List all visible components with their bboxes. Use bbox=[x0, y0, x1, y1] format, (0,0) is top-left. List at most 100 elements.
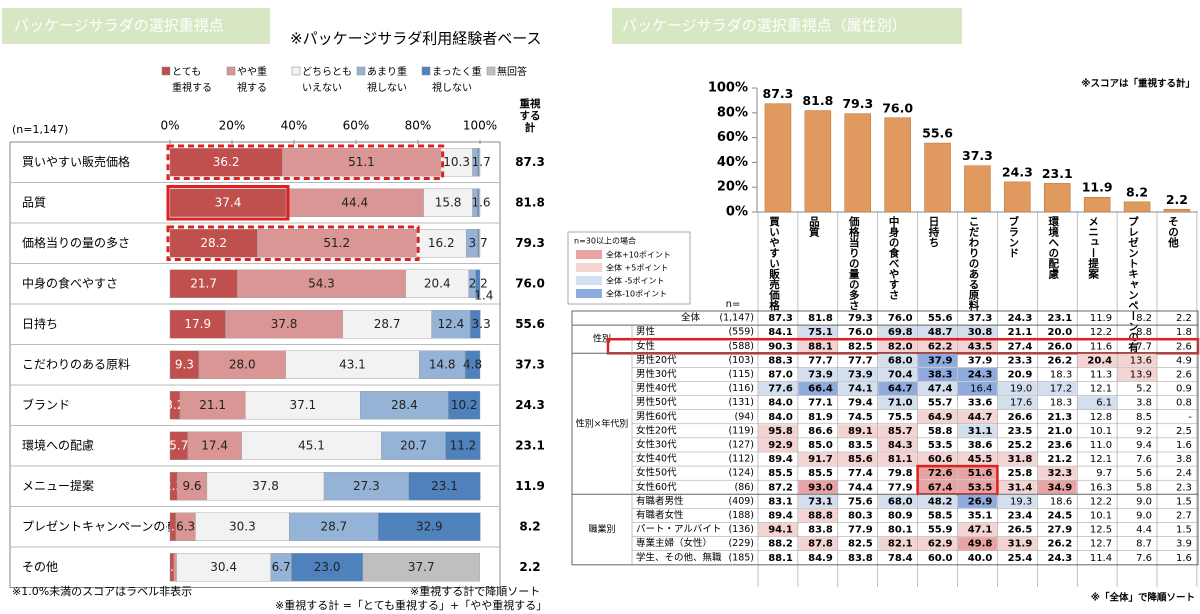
heat-cell bbox=[958, 325, 997, 339]
bar-segment bbox=[478, 148, 481, 177]
row-n: (229) bbox=[728, 538, 754, 549]
cell-value: 17.2 bbox=[1050, 384, 1072, 395]
category-label: プレゼントキャンペーンの有無 bbox=[22, 518, 189, 533]
value-label: 10.2 bbox=[451, 398, 478, 412]
cell-value: 75.1 bbox=[808, 327, 833, 338]
highlight-box bbox=[166, 144, 445, 180]
total-value: 24.3 bbox=[515, 398, 545, 412]
cell-value: 84.1 bbox=[768, 327, 793, 338]
legend-label: やや重視する bbox=[237, 65, 267, 94]
note: ※「全体」で降順ソート bbox=[1091, 592, 1195, 604]
n-header: n= bbox=[726, 299, 741, 310]
cell-value: 10.1 bbox=[1090, 510, 1112, 521]
cell-value: 83.5 bbox=[848, 440, 873, 451]
cell-value: 23.4 bbox=[1008, 510, 1033, 521]
bar-segment bbox=[423, 188, 473, 217]
heat-cell bbox=[997, 480, 1037, 494]
cell-value: 64.7 bbox=[888, 384, 913, 395]
bar-segment bbox=[431, 310, 471, 339]
bar-segment bbox=[360, 391, 449, 420]
cell-value: 88.1 bbox=[768, 553, 793, 564]
value-label: 1.4 bbox=[474, 288, 493, 302]
cell-value: 79.4 bbox=[848, 398, 873, 409]
row-label: 有職者女性 bbox=[636, 509, 684, 521]
row-label: 男性20代 bbox=[636, 354, 677, 366]
cell-value: 73.9 bbox=[808, 369, 833, 380]
value-label: 81.8 bbox=[802, 93, 833, 108]
cell-value: 11.4 bbox=[1090, 553, 1112, 564]
cell-value: 83.1 bbox=[768, 496, 793, 507]
cell-value: 2.6 bbox=[1176, 369, 1192, 380]
heat-cell bbox=[878, 367, 918, 381]
cell-value: 25.8 bbox=[1008, 468, 1033, 479]
cell-value: 77.1 bbox=[808, 398, 833, 409]
cell-value: 77.6 bbox=[768, 384, 793, 395]
cell-value: 16.3 bbox=[1090, 482, 1112, 493]
legend-label: どちらともいえない bbox=[302, 66, 352, 94]
cell-value: 78.4 bbox=[888, 553, 913, 564]
legend-swatch bbox=[486, 66, 496, 76]
cell-value: 35.1 bbox=[968, 510, 993, 521]
row-label: 男性60代 bbox=[636, 410, 677, 422]
value-label: 5.7 bbox=[169, 438, 188, 452]
legend-swatch bbox=[576, 276, 602, 285]
heat-cell bbox=[758, 523, 798, 537]
value-label: 17.4 bbox=[201, 438, 228, 452]
bar-segment bbox=[206, 472, 325, 501]
row-label: 女性 bbox=[636, 340, 656, 352]
bar-segment bbox=[169, 188, 287, 217]
bar bbox=[1123, 201, 1151, 213]
cell-value: 80.3 bbox=[848, 510, 873, 521]
bar-segment bbox=[173, 553, 177, 582]
category-label: 中身の食べやすさ bbox=[22, 275, 118, 290]
total-value: 55.6 bbox=[515, 317, 545, 331]
cell-value: 11.3 bbox=[1090, 369, 1112, 380]
legend-swatch bbox=[421, 66, 431, 76]
bar bbox=[1044, 183, 1071, 213]
legend-label: 全体+10ポイント bbox=[606, 250, 671, 260]
highlight-box bbox=[166, 185, 290, 221]
cell-value: 87.3 bbox=[768, 313, 793, 324]
cell-value: 88.2 bbox=[768, 539, 793, 550]
group-label: 性別 bbox=[593, 333, 611, 345]
cell-value: 58.5 bbox=[928, 510, 953, 521]
legend-label: 全体 -5ポイント bbox=[606, 276, 665, 286]
cell-value: 19.3 bbox=[1010, 496, 1032, 507]
heat-cell bbox=[918, 466, 957, 480]
bar bbox=[1163, 209, 1191, 213]
value-label: 76.0 bbox=[882, 100, 913, 115]
cell-value: 20.4 bbox=[1087, 355, 1112, 366]
heat-cell bbox=[958, 466, 997, 480]
cell-value: 60.6 bbox=[928, 454, 953, 465]
cell-value: 72.6 bbox=[928, 468, 953, 479]
cell-value: 5.8 bbox=[1136, 482, 1152, 493]
cell-value: 24.3 bbox=[1008, 313, 1033, 324]
cell-value: 21.1 bbox=[1008, 327, 1033, 338]
row-label: 全体 bbox=[681, 312, 701, 324]
y-tick-label: 0% bbox=[726, 205, 748, 220]
cell-value: 11.6 bbox=[1090, 341, 1112, 352]
bar bbox=[764, 103, 792, 213]
row-n: (112) bbox=[728, 454, 754, 465]
bar-segment bbox=[408, 472, 481, 501]
category-label: こだわりのある原料 bbox=[22, 357, 130, 371]
cell-value: 10.1 bbox=[1090, 426, 1112, 437]
cell-value: 55.7 bbox=[928, 398, 953, 409]
value-label: 28.0 bbox=[229, 357, 256, 371]
bar-segment bbox=[237, 269, 406, 298]
heat-cell bbox=[1117, 367, 1157, 381]
y-tick-label: 80% bbox=[717, 105, 748, 120]
bar-segment bbox=[289, 512, 379, 541]
heat-cell bbox=[997, 494, 1037, 508]
cell-value: 21.3 bbox=[1048, 412, 1073, 423]
cell-value: 73.1 bbox=[808, 496, 833, 507]
cell-value: 1.8 bbox=[1176, 327, 1192, 338]
cell-value: 18.3 bbox=[1050, 369, 1072, 380]
cell-value: 88.8 bbox=[808, 510, 833, 521]
cell-value: 74.4 bbox=[848, 482, 873, 493]
heat-cell bbox=[878, 353, 918, 367]
value-label: 28.7 bbox=[320, 519, 347, 533]
value-label: 44.4 bbox=[341, 195, 368, 209]
cell-value: 32.3 bbox=[1048, 468, 1073, 479]
cell-value: 85.5 bbox=[808, 468, 833, 479]
